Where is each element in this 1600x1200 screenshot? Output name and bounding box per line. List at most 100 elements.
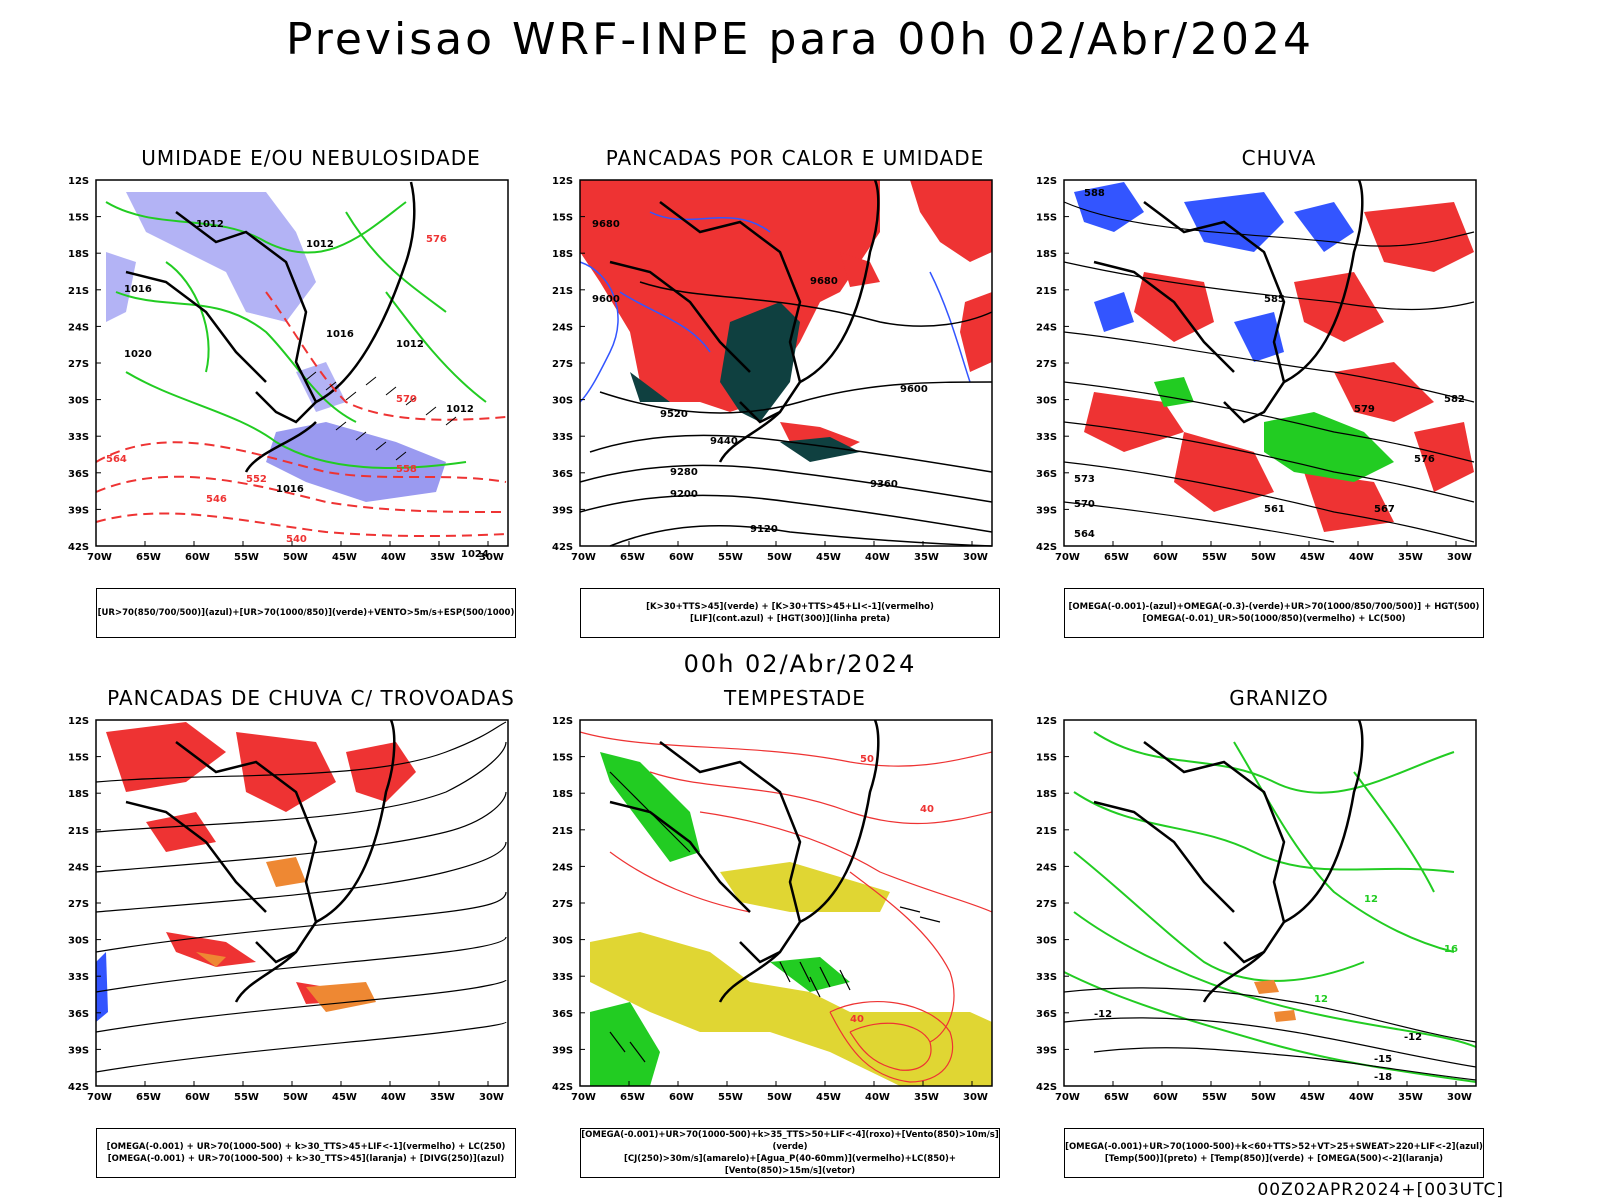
lon-tick-label: 35W — [1398, 1092, 1423, 1103]
lat-tick-label: 30S — [68, 936, 89, 947]
lat-tick-label: 33S — [552, 972, 573, 983]
lon-tick-label: 65W — [136, 1092, 161, 1103]
lat-tick-label: 30S — [552, 396, 573, 407]
panel-pancadas-calor: PANCADAS POR CALOR E UMIDADE — [550, 146, 1040, 638]
svg-text:12: 12 — [1364, 894, 1378, 905]
panel-chuva: CHUVA — [1034, 146, 1524, 638]
lat-tick-label: 42S — [1036, 542, 1057, 553]
svg-text:-18: -18 — [1374, 1072, 1392, 1083]
lat-tick-label: 39S — [1036, 505, 1057, 516]
lon-tick-label: 40W — [865, 552, 890, 563]
lat-tick-label: 21S — [552, 826, 573, 837]
lat-tick-label: 18S — [552, 249, 573, 260]
lat-tick-label: 12S — [552, 176, 573, 187]
lon-tick-label: 45W — [816, 552, 841, 563]
lat-tick-label: 30S — [1036, 936, 1057, 947]
lat-tick-label: 21S — [1036, 826, 1057, 837]
page-title: Previsao WRF-INPE para 00h 02/Abr/2024 — [285, 14, 1314, 65]
lat-tick-label: 18S — [1036, 249, 1057, 260]
svg-text:9600: 9600 — [592, 294, 620, 305]
svg-text:9360: 9360 — [870, 479, 898, 490]
panel-umidade: UMIDADE E/OU NEBULOSIDADE — [66, 146, 556, 638]
svg-text:-15: -15 — [1374, 1054, 1392, 1065]
svg-text:588: 588 — [1084, 188, 1105, 199]
svg-text:576: 576 — [426, 234, 447, 245]
lat-tick-label: 39S — [68, 1045, 89, 1056]
lon-tick-label: 70W — [87, 1092, 112, 1103]
legend-box: [OMEGA(-0.001) + UR>70(1000-500) + k>30_… — [96, 1128, 516, 1178]
lat-tick-label: 15S — [68, 213, 89, 224]
lat-tick-label: 36S — [552, 469, 573, 480]
lon-tick-label: 45W — [1300, 552, 1325, 563]
legend-line-1: [OMEGA(-0.001) + UR>70(1000-500) + k>30_… — [106, 1142, 506, 1152]
svg-text:570: 570 — [1074, 499, 1095, 510]
svg-text:9280: 9280 — [670, 467, 698, 478]
svg-text:558: 558 — [396, 464, 417, 475]
panel-title: TEMPESTADE — [724, 686, 866, 710]
lat-tick-label: 18S — [68, 249, 89, 260]
lon-tick-label: 55W — [718, 1092, 743, 1103]
legend-line-2: [Temp(500)](preto) + [Temp(850)](verde) … — [1104, 1154, 1444, 1164]
lon-tick-label: 60W — [669, 1092, 694, 1103]
lat-tick-label: 15S — [552, 753, 573, 764]
panel-tempestade: TEMPESTADE — [550, 686, 1040, 1178]
svg-text:579: 579 — [1354, 404, 1375, 415]
svg-text:1012: 1012 — [446, 404, 474, 415]
lon-tick-label: 50W — [1251, 1092, 1276, 1103]
svg-text:564: 564 — [106, 454, 127, 465]
legend-line-1: [UR>70(850/700/500)](azul)+[UR>70(1000/8… — [97, 608, 515, 618]
lat-tick-label: 39S — [552, 505, 573, 516]
lat-tick-label: 21S — [68, 826, 89, 837]
lon-tick-label: 30W — [1447, 1092, 1472, 1103]
legend-line-2: [LIF](cont.azul) + [HGT(300)](linha pret… — [689, 614, 891, 624]
lat-tick-label: 27S — [68, 899, 89, 910]
lat-tick-label: 33S — [68, 432, 89, 443]
humidity-blue-areas — [106, 192, 446, 502]
lat-tick-label: 12S — [552, 716, 573, 727]
lon-tick-label: 70W — [1055, 552, 1080, 563]
footer-timestamp: 00Z02APR2024+[003UTC] — [1257, 1180, 1504, 1200]
lon-tick-label: 55W — [1202, 552, 1227, 563]
svg-text:50: 50 — [860, 754, 874, 765]
lat-tick-label: 24S — [552, 322, 573, 333]
lon-tick-label: 65W — [620, 552, 645, 563]
middle-date-label: 00h 02/Abr/2024 — [683, 650, 917, 678]
lon-tick-label: 30W — [963, 552, 988, 563]
lat-tick-label: 33S — [552, 432, 573, 443]
svg-text:567: 567 — [1374, 504, 1395, 515]
lat-tick-label: 42S — [68, 542, 89, 553]
svg-text:573: 573 — [1074, 474, 1095, 485]
lon-tick-label: 45W — [332, 552, 357, 563]
svg-text:540: 540 — [286, 534, 307, 545]
lon-tick-label: 30W — [1447, 552, 1472, 563]
lon-tick-label: 45W — [1300, 1092, 1325, 1103]
map-granizo: -12 -12 -15 -18 12 12 16 12S 15S 18S 21S 24S… — [1036, 716, 1477, 1103]
legend-line-1: [OMEGA(-0.001)+UR>70(1000-500)+k<60+TTS>… — [1065, 1142, 1483, 1152]
lat-tick-label: 15S — [1036, 213, 1057, 224]
map-chuva: 588 585 582 579 576 573 570 567 564 561 … — [1036, 176, 1477, 563]
svg-text:-12: -12 — [1404, 1032, 1422, 1043]
lat-tick-label: 30S — [552, 936, 573, 947]
legend-line-1: [OMEGA(-0.001)-(azul)+OMEGA(-0.3)-(verde… — [1068, 602, 1480, 612]
lon-tick-label: 50W — [1251, 552, 1276, 563]
lat-tick-label: 27S — [552, 899, 573, 910]
lat-tick-label: 42S — [68, 1082, 89, 1093]
lat-tick-label: 21S — [552, 286, 573, 297]
legend-box: [OMEGA(-0.001)+UR>70(1000-500)+k<60+TTS>… — [1064, 1128, 1484, 1178]
svg-text:40: 40 — [920, 804, 934, 815]
lat-tick-label: 39S — [1036, 1045, 1057, 1056]
lat-tick-label: 42S — [552, 542, 573, 553]
lon-tick-label: 70W — [571, 1092, 596, 1103]
svg-text:12: 12 — [1314, 994, 1328, 1005]
lon-tick-label: 30W — [479, 1092, 504, 1103]
lon-tick-label: 40W — [381, 1092, 406, 1103]
panel-granizo: GRANIZO -12 -12 -15 -18 — [1034, 686, 1524, 1178]
lon-tick-label: 30W — [479, 552, 504, 563]
lat-tick-label: 15S — [552, 213, 573, 224]
svg-text:1012: 1012 — [196, 219, 224, 230]
panel-title: GRANIZO — [1229, 686, 1329, 710]
lon-tick-label: 70W — [1055, 1092, 1080, 1103]
lat-tick-label: 21S — [1036, 286, 1057, 297]
